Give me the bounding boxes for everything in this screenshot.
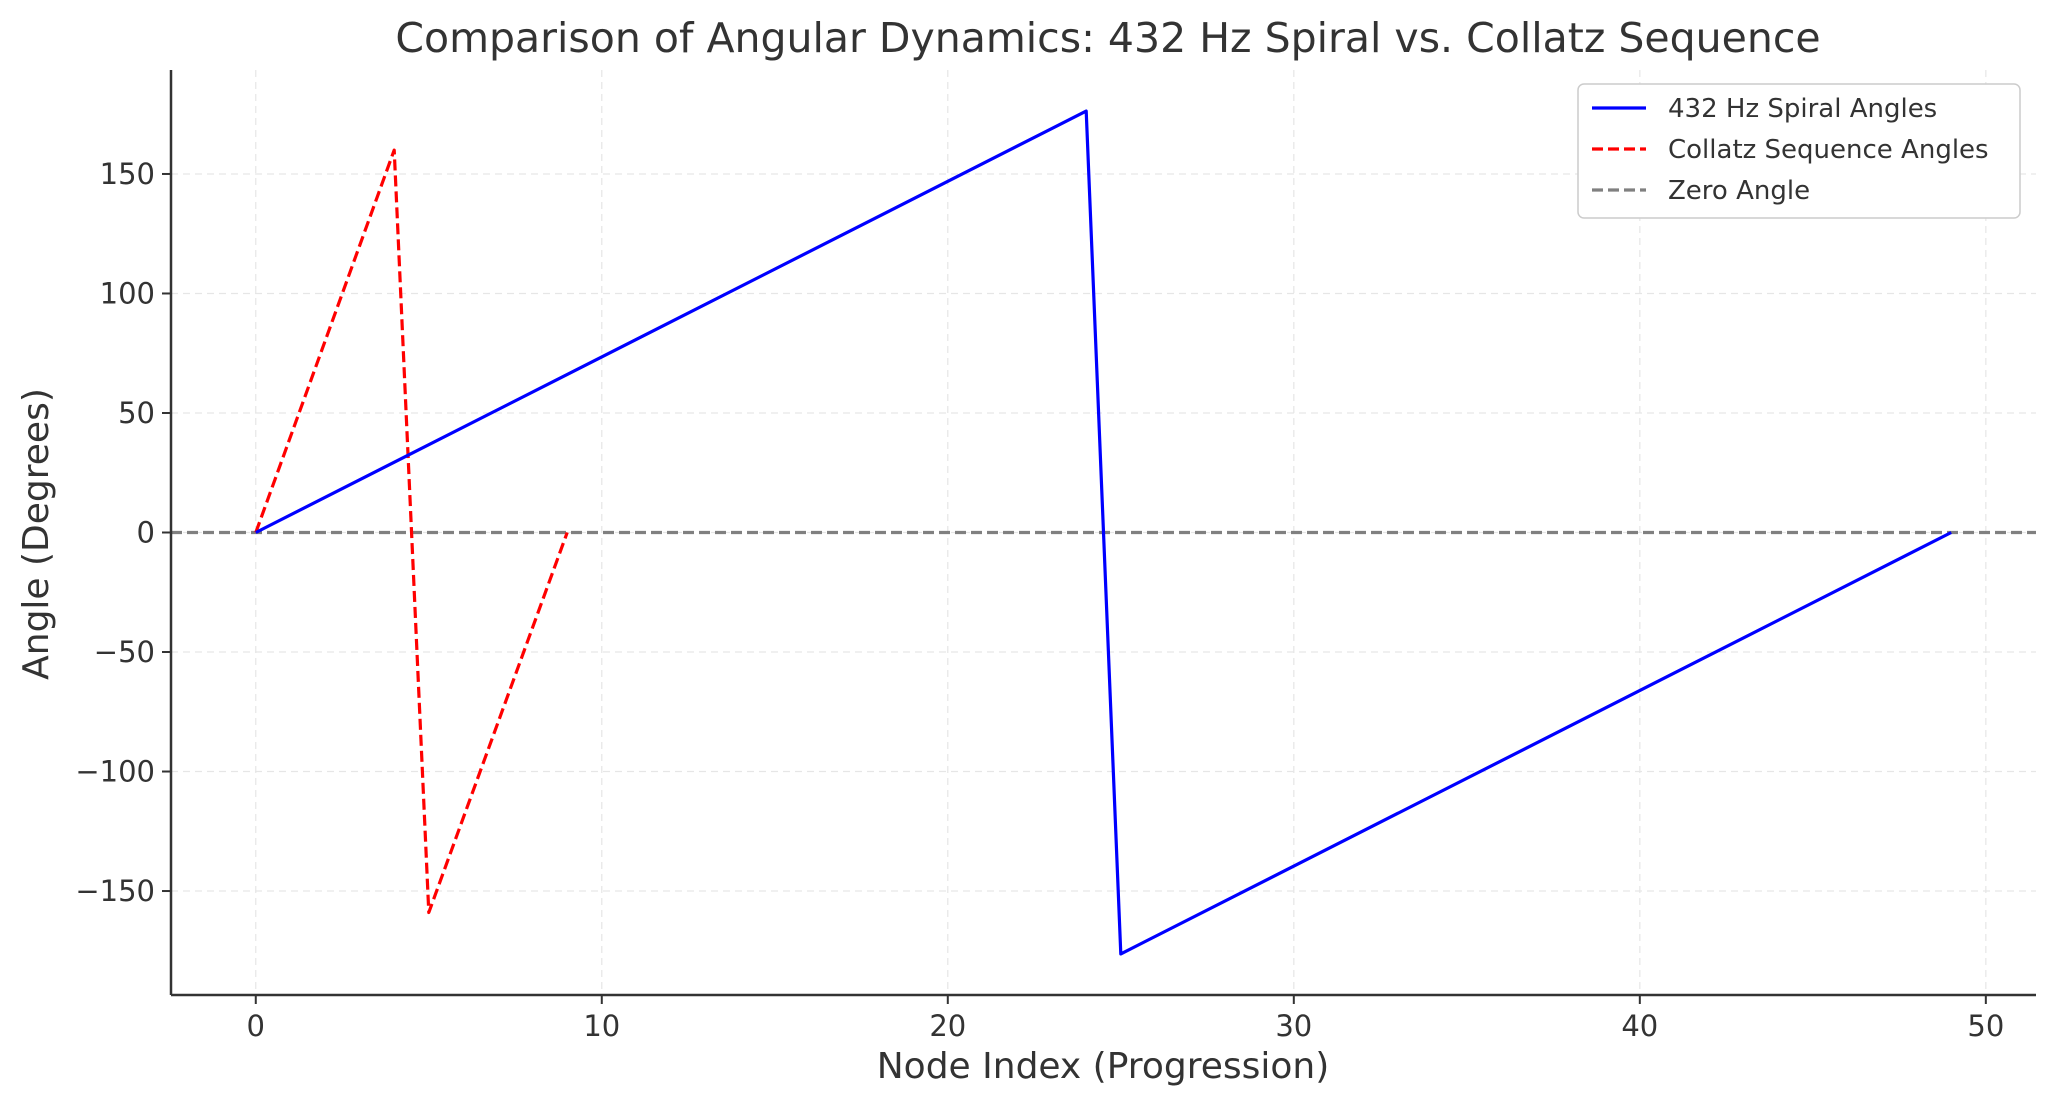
- x-tick-label: 50: [1967, 1009, 2004, 1043]
- y-tick-label: −50: [94, 635, 155, 669]
- x-tick-label: 0: [247, 1009, 265, 1043]
- y-tick-label: 0: [137, 516, 155, 550]
- x-tick-label: 30: [1275, 1009, 1312, 1043]
- y-tick-label: 150: [100, 157, 155, 191]
- collatz-angles-line: [254, 148, 569, 915]
- x-tick-label: 10: [583, 1009, 620, 1043]
- legend-box: [1577, 83, 2021, 219]
- plot-area: [171, 109, 2036, 956]
- ticks: 0 10 20 30 40 50 150 100 50 0 −50 −100 −150: [75, 157, 2004, 1043]
- legend: 432 Hz Spiral Angles Collatz Sequence Ang…: [1577, 83, 2021, 219]
- chart-title: Comparison of Angular Dynamics: 432 Hz S…: [395, 14, 1820, 62]
- x-axis-title: Node Index (Progression): [877, 1046, 1330, 1087]
- y-tick-label: −150: [75, 874, 155, 908]
- y-tick-label: 50: [118, 396, 155, 430]
- y-tick-label: 100: [100, 276, 155, 310]
- spiral-angles-line: [255, 109, 1952, 956]
- legend-label: Collatz Sequence Angles: [1668, 135, 1989, 165]
- legend-label: Zero Angle: [1668, 176, 1810, 206]
- x-tick-label: 40: [1621, 1009, 1658, 1043]
- y-axis-title: Angle (Degrees): [16, 388, 57, 680]
- y-tick-label: −100: [75, 755, 155, 789]
- x-tick-label: 20: [929, 1009, 966, 1043]
- legend-label: 432 Hz Spiral Angles: [1668, 94, 1937, 124]
